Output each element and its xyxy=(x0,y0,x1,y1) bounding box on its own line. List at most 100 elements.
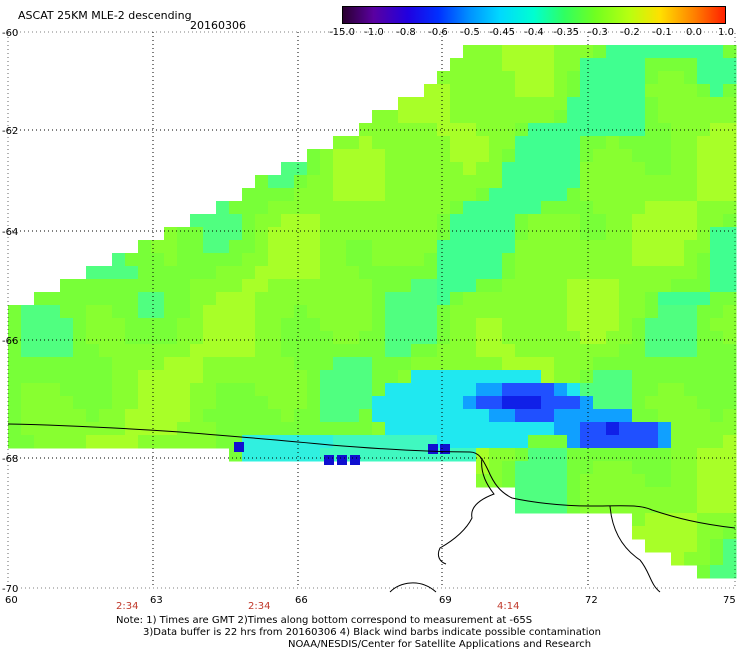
data-cell xyxy=(580,500,594,514)
data-cell xyxy=(242,331,256,345)
data-cell xyxy=(398,383,412,397)
data-cell xyxy=(541,396,555,410)
data-cell xyxy=(645,422,659,436)
data-cell xyxy=(242,201,256,215)
data-cell xyxy=(502,84,516,98)
data-cell xyxy=(437,383,451,397)
data-cell xyxy=(411,253,425,267)
data-cell xyxy=(619,396,633,410)
data-cell xyxy=(450,266,464,280)
data-cell xyxy=(619,318,633,332)
data-cell xyxy=(567,487,581,501)
data-cell xyxy=(619,305,633,319)
data-cell xyxy=(190,357,204,371)
data-cell xyxy=(671,175,685,189)
data-cell xyxy=(424,318,438,332)
data-cell xyxy=(164,318,178,332)
data-cell xyxy=(151,396,165,410)
data-cell xyxy=(723,136,737,150)
colorbar-tick-label: -15.0 xyxy=(329,27,355,38)
data-cell xyxy=(281,175,295,189)
data-cell xyxy=(216,214,230,228)
data-cell xyxy=(34,370,48,384)
data-cell xyxy=(281,227,295,241)
data-cell xyxy=(411,201,425,215)
data-cell xyxy=(723,487,737,501)
data-cell xyxy=(125,344,139,358)
data-cell xyxy=(281,435,295,449)
data-cell xyxy=(21,409,35,423)
data-cell xyxy=(528,461,542,475)
data-cell xyxy=(632,448,646,462)
data-cell xyxy=(450,240,464,254)
data-cell xyxy=(645,474,659,488)
data-cell xyxy=(710,318,724,332)
data-cell xyxy=(567,435,581,449)
data-cell xyxy=(350,455,360,465)
data-cell xyxy=(476,461,490,475)
data-cell xyxy=(684,175,698,189)
data-cell xyxy=(723,253,737,267)
data-cell xyxy=(216,344,230,358)
data-cell xyxy=(255,201,269,215)
data-cell xyxy=(697,526,711,540)
data-cell xyxy=(710,435,724,449)
data-cell xyxy=(515,227,529,241)
data-cell xyxy=(710,201,724,215)
data-cell xyxy=(385,383,399,397)
data-cell xyxy=(190,253,204,267)
data-cell xyxy=(476,357,490,371)
data-cell xyxy=(593,110,607,124)
data-cell xyxy=(632,292,646,306)
data-cell xyxy=(190,305,204,319)
data-cell xyxy=(671,552,685,566)
data-cell xyxy=(190,331,204,345)
data-cell xyxy=(684,539,698,553)
data-cell xyxy=(307,162,321,176)
data-cell xyxy=(164,409,178,423)
data-cell xyxy=(385,162,399,176)
data-cell xyxy=(671,162,685,176)
data-cell xyxy=(723,97,737,111)
data-cell xyxy=(606,344,620,358)
data-cell xyxy=(177,253,191,267)
data-cell xyxy=(502,58,516,72)
data-cell xyxy=(177,383,191,397)
data-cell xyxy=(86,357,100,371)
data-cell xyxy=(671,448,685,462)
data-cell xyxy=(216,331,230,345)
data-cell xyxy=(177,266,191,280)
data-cell xyxy=(281,370,295,384)
data-cell xyxy=(294,162,308,176)
data-cell xyxy=(645,513,659,527)
data-cell xyxy=(320,435,334,449)
data-cell xyxy=(645,110,659,124)
data-cell xyxy=(398,110,412,124)
data-cell xyxy=(47,370,61,384)
data-cell xyxy=(398,357,412,371)
data-cell xyxy=(567,344,581,358)
data-cell xyxy=(151,370,165,384)
data-cell xyxy=(281,344,295,358)
data-cell xyxy=(684,422,698,436)
data-cell xyxy=(541,266,555,280)
data-cell xyxy=(697,58,711,72)
data-cell xyxy=(580,383,594,397)
data-cell xyxy=(593,448,607,462)
data-cell xyxy=(541,136,555,150)
data-cell xyxy=(34,331,48,345)
data-cell xyxy=(593,123,607,137)
data-cell xyxy=(515,500,529,514)
data-cell xyxy=(268,422,282,436)
data-cell xyxy=(723,175,737,189)
data-cell xyxy=(203,240,217,254)
data-cell xyxy=(528,71,542,85)
data-cell xyxy=(307,370,321,384)
data-cell xyxy=(723,552,737,566)
data-cell xyxy=(593,396,607,410)
data-cell xyxy=(320,305,334,319)
data-cell xyxy=(86,396,100,410)
data-cell xyxy=(437,188,451,202)
data-cell xyxy=(684,435,698,449)
data-cell xyxy=(125,357,139,371)
